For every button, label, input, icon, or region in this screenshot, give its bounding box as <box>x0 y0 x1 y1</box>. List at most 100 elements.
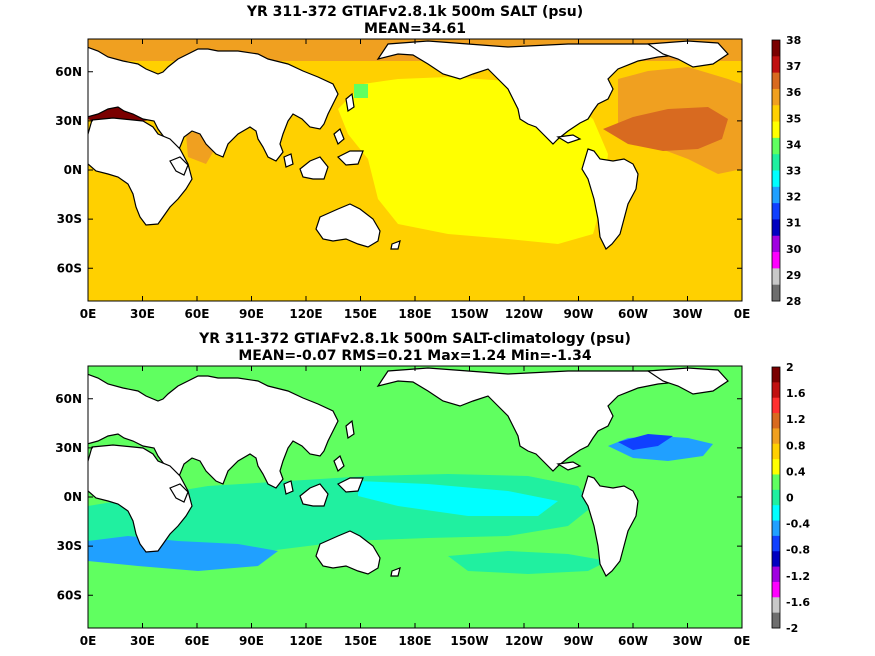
salinity-map <box>88 39 742 301</box>
y-tick-label: 0N <box>64 490 82 504</box>
colorbar-label: 33 <box>786 165 801 178</box>
x-tick-label: 120E <box>289 634 322 648</box>
colorbar-segment <box>772 428 780 445</box>
colorbar-label: -1.2 <box>786 570 810 583</box>
colorbar-label: 1.6 <box>786 387 806 400</box>
anomaly-southern-indian <box>88 536 278 571</box>
x-tick-label: 90E <box>239 634 264 648</box>
salinity-x-axis: 0E 30E 60E 90E 120E 150E 180E 150W 120W 90W 60W 30W… <box>80 39 751 321</box>
colorbar-segment <box>772 397 780 414</box>
colorbar-segment <box>772 551 780 567</box>
x-tick-label: 0E <box>734 634 751 648</box>
colorbar-segment <box>772 367 780 383</box>
colorbar-label: -0.4 <box>786 518 810 531</box>
anomaly-x-axis: 0E 30E 60E 90E 120E 150E 180E 150W 120W 90W 60W 30W… <box>80 366 751 648</box>
colorbar-segment <box>772 235 780 253</box>
y-tick-label: 0N <box>64 163 82 177</box>
colorbar-label: 35 <box>786 112 801 125</box>
colorbar-segment <box>772 219 780 237</box>
colorbar-segment <box>772 284 780 302</box>
colorbar-segment <box>772 154 780 171</box>
colorbar-segment <box>772 203 780 220</box>
panel-salinity: YR 311-372 GTIAFv2.8.1k 500m SALT (psu) … <box>55 4 801 321</box>
colorbar-segment <box>772 474 780 491</box>
colorbar-segment <box>772 535 780 552</box>
anomaly-y-axis: 60N 30N 0N 30S 60S <box>55 392 742 602</box>
colorbar-frame <box>771 366 781 629</box>
panel-anomaly-subtitle: MEAN=-0.07 RMS=0.21 Max=1.24 Min=-1.34 <box>238 348 592 364</box>
y-tick-label: 30N <box>55 441 82 455</box>
y-tick-label: 30S <box>57 212 82 226</box>
panel-anomaly: YR 311-372 GTIAFv2.8.1k 500m SALT-climat… <box>55 331 810 648</box>
colorbar-label: 37 <box>786 60 801 73</box>
colorbar-segment <box>772 56 780 74</box>
x-tick-label: 30E <box>130 307 155 321</box>
colorbar-label: -1.6 <box>786 596 810 609</box>
salinity-y-axis: 60N 30N 0N 30S 60S <box>55 65 742 275</box>
colorbar-label: -2 <box>786 622 798 635</box>
colorbar-segment <box>772 566 780 583</box>
colorbar-segment <box>772 581 780 598</box>
anomaly-southern-pacific-fresh <box>448 551 608 574</box>
colorbar-label: 28 <box>786 295 801 308</box>
x-tick-label: 30W <box>673 307 703 321</box>
colorbar-segment <box>772 40 780 57</box>
colorbar-label: 38 <box>786 34 801 47</box>
x-tick-label: 150E <box>344 634 377 648</box>
colorbar-label: 0.4 <box>786 465 806 478</box>
x-tick-label: 150W <box>450 307 488 321</box>
x-tick-label: 0E <box>734 307 751 321</box>
x-tick-label: 60E <box>185 634 210 648</box>
y-tick-label: 30N <box>55 114 82 128</box>
salinity-subtropical-atlantic <box>603 107 728 151</box>
panel-salinity-subtitle: MEAN=34.61 <box>364 21 466 37</box>
colorbar-segment <box>772 268 780 286</box>
colorbar-segment <box>772 489 780 506</box>
anomaly-gulf-stream <box>618 434 673 450</box>
colorbar-segment <box>772 105 780 122</box>
colorbar-label: 32 <box>786 191 801 204</box>
colorbar-segment <box>772 252 780 269</box>
colorbar-label: 30 <box>786 243 802 256</box>
x-tick-label: 180E <box>398 634 431 648</box>
colorbar-label: 36 <box>786 86 802 99</box>
colorbar-segment <box>772 443 780 460</box>
x-tick-label: 180E <box>398 307 431 321</box>
colorbar-segment <box>772 612 780 629</box>
anomaly-colorbar: 2 1.6 1.2 0.8 0.4 0 -0.4 -0.8 -1.2 -1.6 -2 <box>771 361 810 635</box>
colorbar-segment <box>772 72 780 90</box>
y-tick-label: 60S <box>57 261 82 275</box>
colorbar-label: 29 <box>786 269 801 282</box>
x-tick-label: 90W <box>564 307 594 321</box>
colorbar-segment <box>772 459 780 475</box>
x-tick-label: 150W <box>450 634 488 648</box>
colorbar-label: 1.2 <box>786 413 806 426</box>
x-tick-label: 90E <box>239 307 264 321</box>
y-tick-label: 60N <box>55 65 82 79</box>
colorbar-segment <box>772 597 780 614</box>
colorbar-segment <box>772 186 780 204</box>
y-tick-label: 60S <box>57 588 82 602</box>
colorbar-segment <box>772 413 780 429</box>
x-tick-label: 90W <box>564 634 594 648</box>
x-tick-label: 120E <box>289 307 322 321</box>
panel-salinity-title: YR 311-372 GTIAFv2.8.1k 500m SALT (psu) <box>246 4 583 20</box>
colorbar-segment <box>772 382 780 399</box>
colorbar-label: 31 <box>786 217 801 230</box>
x-tick-label: 150E <box>344 307 377 321</box>
colorbar-frame <box>771 39 781 302</box>
colorbar-segment <box>772 505 780 521</box>
x-tick-label: 0E <box>80 307 97 321</box>
colorbar-label: 0 <box>786 492 794 505</box>
anomaly-map <box>88 366 742 628</box>
x-tick-label: 60W <box>618 634 648 648</box>
colorbar-segment <box>772 121 780 139</box>
y-tick-label: 30S <box>57 539 82 553</box>
salinity-okhotsk <box>354 84 368 98</box>
x-tick-label: 0E <box>80 634 97 648</box>
x-tick-label: 30E <box>130 634 155 648</box>
x-tick-label: 30W <box>673 634 703 648</box>
colorbar-segment <box>772 137 780 155</box>
salinity-colorbar: 38 37 36 35 34 33 32 31 30 29 28 <box>771 34 802 308</box>
